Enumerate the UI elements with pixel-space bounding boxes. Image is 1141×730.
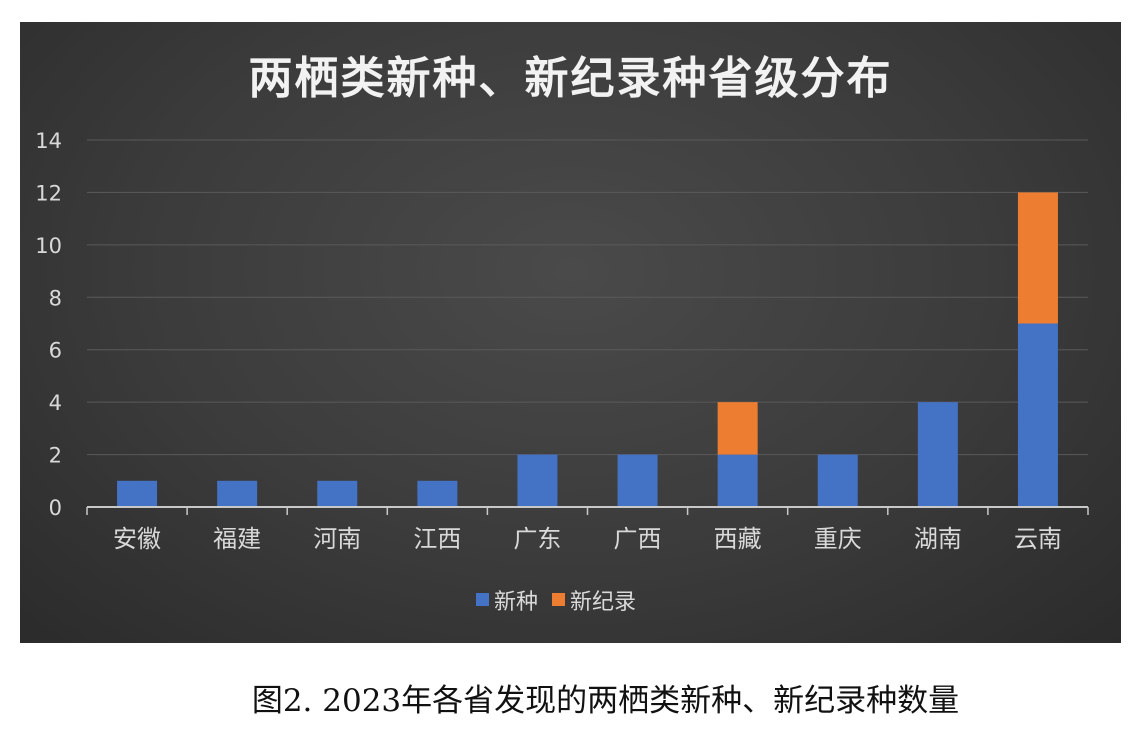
x-tick-label: 江西 — [413, 525, 461, 553]
y-tick-label: 10 — [35, 234, 62, 258]
y-tick-label: 0 — [49, 496, 62, 520]
x-tick-label: 安徽 — [113, 525, 161, 553]
bar-new-species — [1017, 323, 1058, 507]
legend-swatch — [476, 593, 489, 606]
bar-new-species — [117, 480, 158, 507]
bars — [117, 192, 1058, 507]
bar-new-record — [717, 402, 758, 455]
y-tick-label: 14 — [35, 129, 62, 153]
bar-new-species — [417, 480, 458, 507]
legend: 新种 新纪录 — [476, 590, 636, 615]
bar-new-species — [617, 454, 658, 507]
legend-label: 新纪录 — [570, 590, 636, 615]
x-tick-label: 福建 — [213, 525, 261, 553]
x-tick-label: 广西 — [614, 525, 662, 553]
x-tick-label: 重庆 — [814, 525, 862, 553]
figure-caption: 图2. 2023年各省发现的两栖类新种、新纪录种数量 — [251, 683, 960, 719]
legend-swatch — [552, 593, 565, 606]
x-tick-label: 云南 — [1014, 525, 1062, 553]
bar-new-species — [917, 402, 958, 507]
bar-new-species — [517, 454, 558, 507]
bar-new-species — [717, 454, 758, 507]
bar-new-species — [217, 480, 258, 507]
y-tick-label: 2 — [49, 444, 62, 468]
x-axis-ticks: 安徽 福建 河南 江西 广东 广西 西藏 重庆 湖南 云南 — [113, 525, 1062, 553]
chart-panel: 两栖类新种、新纪录种省级分布 0 2 4 6 8 10 12 14 安徽 福建 河南 江西 广东 广西 西… — [20, 22, 1121, 643]
gridlines — [87, 139, 1088, 456]
bar-new-record — [1017, 192, 1058, 324]
x-tick-label: 湖南 — [914, 525, 962, 553]
bar-new-species — [817, 454, 858, 507]
x-tick-label: 广东 — [513, 525, 561, 553]
bar-chart: 0 2 4 6 8 10 12 14 安徽 福建 河南 江西 广东 广西 西藏 重庆 湖南 云南 新种 新纪录 — [35, 129, 1089, 615]
x-tick-label: 河南 — [313, 525, 361, 553]
y-tick-label: 4 — [49, 391, 62, 415]
y-tick-label: 6 — [49, 339, 62, 363]
chart-title: 两栖类新种、新纪录种省级分布 — [248, 53, 893, 104]
y-tick-label: 8 — [49, 286, 62, 310]
y-axis-ticks: 0 2 4 6 8 10 12 14 — [35, 129, 62, 520]
legend-label: 新种 — [494, 590, 538, 615]
y-tick-label: 12 — [35, 181, 62, 205]
bar-new-species — [317, 480, 358, 507]
x-tick-label: 西藏 — [714, 525, 762, 553]
x-axis — [86, 506, 1089, 515]
